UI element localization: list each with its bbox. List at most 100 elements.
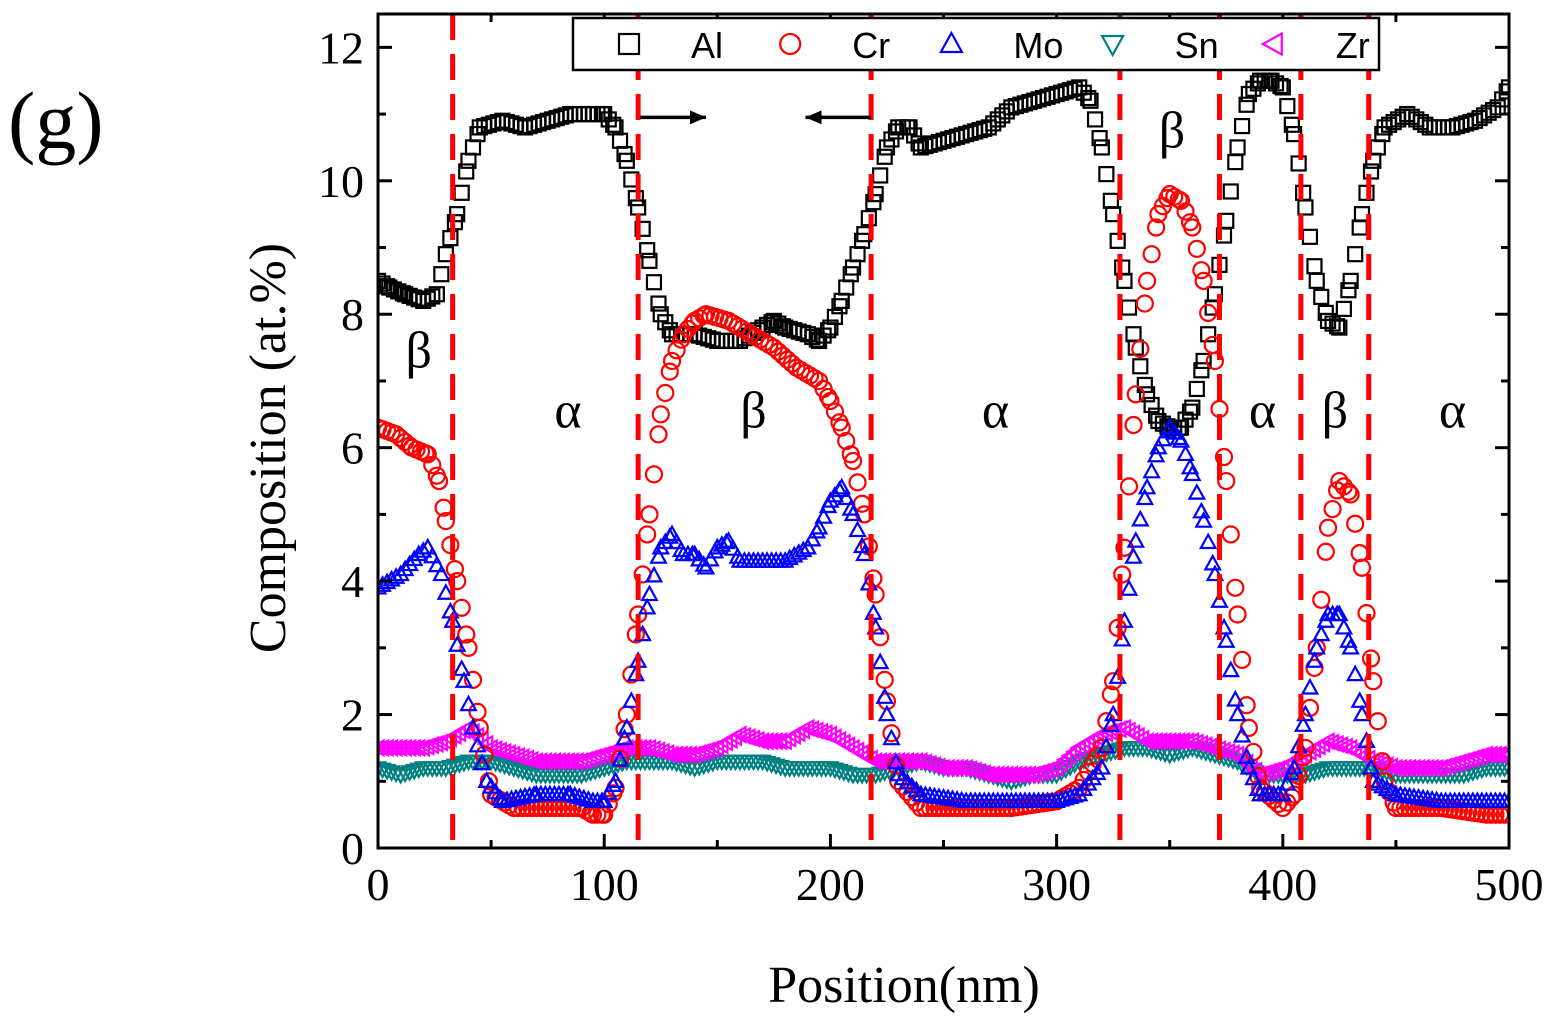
data-point-al: [1116, 272, 1133, 289]
series-cr: [378, 185, 1509, 824]
data-point-cr: [852, 494, 872, 513]
data-point-al: [1066, 80, 1083, 97]
data-point-al: [1233, 117, 1251, 135]
data-point-al: [1335, 300, 1352, 318]
plot-area: βα β αβα β α: [378, 14, 1509, 848]
data-point-mo: [825, 485, 845, 503]
legend-marker-sn: [1100, 34, 1125, 58]
data-point-al: [1500, 79, 1509, 96]
data-point-cr: [662, 351, 682, 371]
data-point-cr: [1339, 482, 1358, 501]
data-point-cr: [875, 670, 894, 689]
data-point-al: [1200, 326, 1217, 343]
data-point-al: [641, 252, 658, 269]
y-axis-label: Composition (at.%): [240, 243, 297, 653]
data-point-mo: [1101, 715, 1121, 732]
data-point-cr: [475, 745, 494, 764]
data-point-cr: [782, 354, 802, 373]
data-point-al: [1093, 139, 1110, 156]
data-point-mo: [1137, 477, 1157, 495]
data-point-zr: [562, 752, 580, 771]
series-mo: [378, 417, 1509, 808]
data-point-mo: [1176, 444, 1195, 462]
data-point-mo: [1146, 445, 1166, 463]
y-tick-label: 2: [341, 690, 364, 741]
data-point-sn: [400, 765, 419, 782]
data-point-cr: [479, 772, 498, 791]
data-point-al: [1340, 282, 1357, 299]
data-point-mo: [877, 704, 897, 722]
data-point-cr: [1318, 518, 1338, 537]
data-point-cr: [1232, 650, 1252, 669]
data-point-al: [1138, 386, 1156, 403]
phase-label: α: [982, 383, 1009, 440]
data-point-mo: [574, 788, 594, 806]
data-point-cr: [1217, 471, 1236, 491]
y-tick-label: 4: [341, 556, 364, 607]
data-point-al: [1102, 192, 1119, 209]
y-tick-label: 12: [318, 22, 364, 73]
data-point-mo: [1074, 779, 1093, 796]
data-point-sn: [441, 759, 460, 777]
data-point-al: [1301, 228, 1319, 245]
data-point-cr: [871, 628, 890, 647]
x-tick-label: 400: [1248, 859, 1317, 910]
data-point-mo: [1300, 677, 1320, 695]
data-point-al: [1331, 319, 1348, 336]
data-point-mo: [870, 652, 890, 670]
data-point-cr: [821, 391, 840, 411]
data-point-al: [1430, 119, 1447, 136]
data-point-cr: [1312, 590, 1331, 609]
phase-labels: βα β αβα β α: [405, 102, 1466, 439]
data-point-cr: [599, 794, 618, 814]
data-point-cr: [674, 325, 693, 344]
data-point-zr: [1173, 732, 1190, 751]
data-point-al: [1098, 166, 1115, 183]
data-point-mo: [436, 583, 456, 600]
data-point-mo: [427, 555, 447, 573]
data-point-al: [1485, 101, 1502, 119]
data-point-cr: [1137, 271, 1157, 290]
data-point-mo: [1377, 779, 1397, 796]
phase-label: α: [1439, 383, 1466, 440]
data-point-mo: [1079, 773, 1098, 791]
data-point-cr: [660, 362, 679, 381]
data-point-cr: [882, 724, 901, 743]
data-point-cr: [1126, 385, 1145, 404]
data-point-sn: [1314, 762, 1333, 780]
data-point-al: [1143, 396, 1160, 414]
axes: 0 100 200 300 400 500 0 2 4 6 8 10 12: [318, 12, 1544, 910]
data-point-cr: [1226, 578, 1245, 597]
data-point-al: [1136, 376, 1153, 394]
data-point-cr: [418, 445, 437, 464]
data-point-sn: [1305, 765, 1324, 782]
phase-label: α: [1249, 383, 1276, 440]
data-point-mo: [848, 520, 867, 538]
data-point-cr: [1142, 245, 1161, 264]
data-point-al: [1086, 111, 1104, 128]
data-point-mo: [1083, 768, 1103, 786]
data-point-mo: [1284, 757, 1304, 775]
series-al: [378, 72, 1509, 436]
data-point-al: [618, 152, 635, 169]
y-tick-label: 8: [341, 289, 364, 340]
data-point-al: [838, 279, 855, 296]
data-point-al: [385, 281, 402, 298]
data-point-zr: [766, 732, 783, 751]
x-tick-label: 200: [796, 859, 865, 910]
data-point-mo: [1217, 631, 1236, 648]
data-point-mo: [794, 540, 813, 558]
data-point-cr: [1183, 218, 1202, 237]
data-point-mo: [1135, 488, 1155, 506]
data-point-sn: [409, 762, 428, 780]
data-point-cr: [1171, 191, 1191, 210]
data-point-cr: [470, 718, 489, 738]
data-point-mo: [617, 717, 637, 735]
phase-label: β: [740, 383, 766, 440]
data-point-mo: [712, 535, 732, 552]
data-point-mo: [701, 549, 720, 567]
data-point-mo: [570, 787, 589, 804]
data-point-al: [639, 242, 656, 259]
data-point-mo: [414, 541, 433, 558]
data-point-al: [1222, 183, 1239, 200]
